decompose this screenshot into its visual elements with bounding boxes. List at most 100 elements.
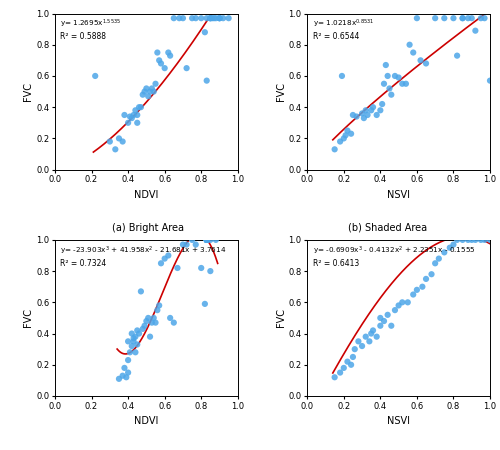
Point: [124, 119, 132, 126]
Point: [176, 14, 184, 22]
Point: [118, 138, 126, 145]
Point: [144, 93, 152, 100]
Point: [380, 80, 388, 87]
Point: [344, 358, 351, 365]
Point: [212, 14, 220, 22]
Point: [330, 374, 338, 381]
Point: [413, 286, 421, 293]
X-axis label: NSVI: NSVI: [387, 190, 410, 200]
Point: [369, 104, 377, 111]
Point: [155, 302, 163, 309]
Point: [179, 241, 187, 248]
Point: [416, 57, 424, 64]
Point: [219, 14, 227, 22]
Point: [152, 319, 160, 326]
Point: [140, 322, 148, 329]
Point: [372, 112, 380, 119]
Text: y= -0.6909x$^3$ - 0.4132x$^2$ + 2.2351x - 0.1555: y= -0.6909x$^3$ - 0.4132x$^2$ + 2.2351x …: [312, 244, 476, 257]
Point: [458, 14, 466, 22]
Point: [155, 57, 163, 64]
Y-axis label: FVC: FVC: [24, 308, 34, 328]
Point: [124, 369, 132, 376]
Y-axis label: FVC: FVC: [24, 82, 34, 101]
Point: [197, 265, 205, 272]
Point: [477, 236, 485, 243]
Point: [130, 112, 138, 119]
Text: y= 1.0218x$^{0.8531}$: y= 1.0218x$^{0.8531}$: [312, 18, 374, 31]
Point: [202, 236, 210, 243]
Point: [137, 104, 145, 111]
Point: [201, 29, 209, 36]
Point: [367, 330, 375, 337]
Point: [480, 236, 488, 243]
Point: [350, 346, 358, 353]
Point: [133, 341, 141, 348]
Point: [150, 88, 158, 95]
Point: [216, 14, 224, 22]
Point: [160, 64, 168, 72]
Point: [352, 113, 360, 120]
Point: [358, 342, 366, 350]
Point: [115, 135, 123, 142]
Point: [446, 244, 454, 251]
Point: [132, 333, 140, 340]
Point: [202, 236, 210, 243]
Point: [413, 14, 421, 22]
Point: [486, 77, 494, 84]
Point: [468, 14, 475, 22]
Point: [130, 338, 138, 345]
Point: [202, 236, 210, 243]
Point: [366, 338, 374, 345]
Point: [202, 236, 210, 243]
Point: [367, 107, 375, 114]
Point: [202, 236, 210, 243]
X-axis label: NDVI: NDVI: [134, 416, 158, 426]
Point: [91, 72, 99, 80]
Point: [398, 80, 406, 87]
Point: [137, 288, 145, 295]
Point: [362, 333, 370, 340]
Point: [338, 72, 346, 80]
Point: [394, 302, 402, 309]
Point: [388, 91, 396, 98]
Point: [118, 372, 126, 379]
Point: [208, 14, 216, 22]
Point: [362, 107, 370, 114]
X-axis label: NSVI: NSVI: [387, 416, 410, 426]
Point: [472, 27, 480, 34]
Point: [206, 14, 214, 22]
Point: [133, 112, 141, 119]
Point: [122, 374, 130, 381]
Point: [132, 107, 140, 114]
Point: [202, 14, 210, 22]
Point: [157, 60, 165, 67]
Point: [120, 364, 128, 372]
Point: [212, 236, 220, 243]
Point: [486, 236, 494, 243]
Point: [182, 64, 190, 72]
Point: [428, 270, 436, 278]
Point: [458, 236, 466, 243]
Point: [404, 299, 412, 306]
Text: (a) Bright Area: (a) Bright Area: [112, 223, 184, 233]
Point: [188, 236, 196, 243]
Point: [330, 146, 338, 153]
Point: [133, 327, 141, 334]
Text: (b) Shaded Area: (b) Shaded Area: [348, 223, 427, 233]
Point: [216, 14, 224, 22]
Point: [458, 14, 466, 22]
Point: [135, 104, 143, 111]
Text: R² = 0.7324: R² = 0.7324: [60, 259, 106, 268]
Point: [440, 249, 448, 256]
Point: [431, 14, 439, 22]
Point: [154, 306, 162, 314]
Point: [166, 315, 174, 322]
Point: [154, 49, 162, 56]
Point: [372, 333, 380, 340]
Point: [364, 112, 372, 119]
Point: [391, 306, 399, 314]
Point: [384, 72, 392, 80]
Point: [480, 14, 488, 22]
Point: [166, 52, 174, 59]
Point: [192, 241, 200, 248]
